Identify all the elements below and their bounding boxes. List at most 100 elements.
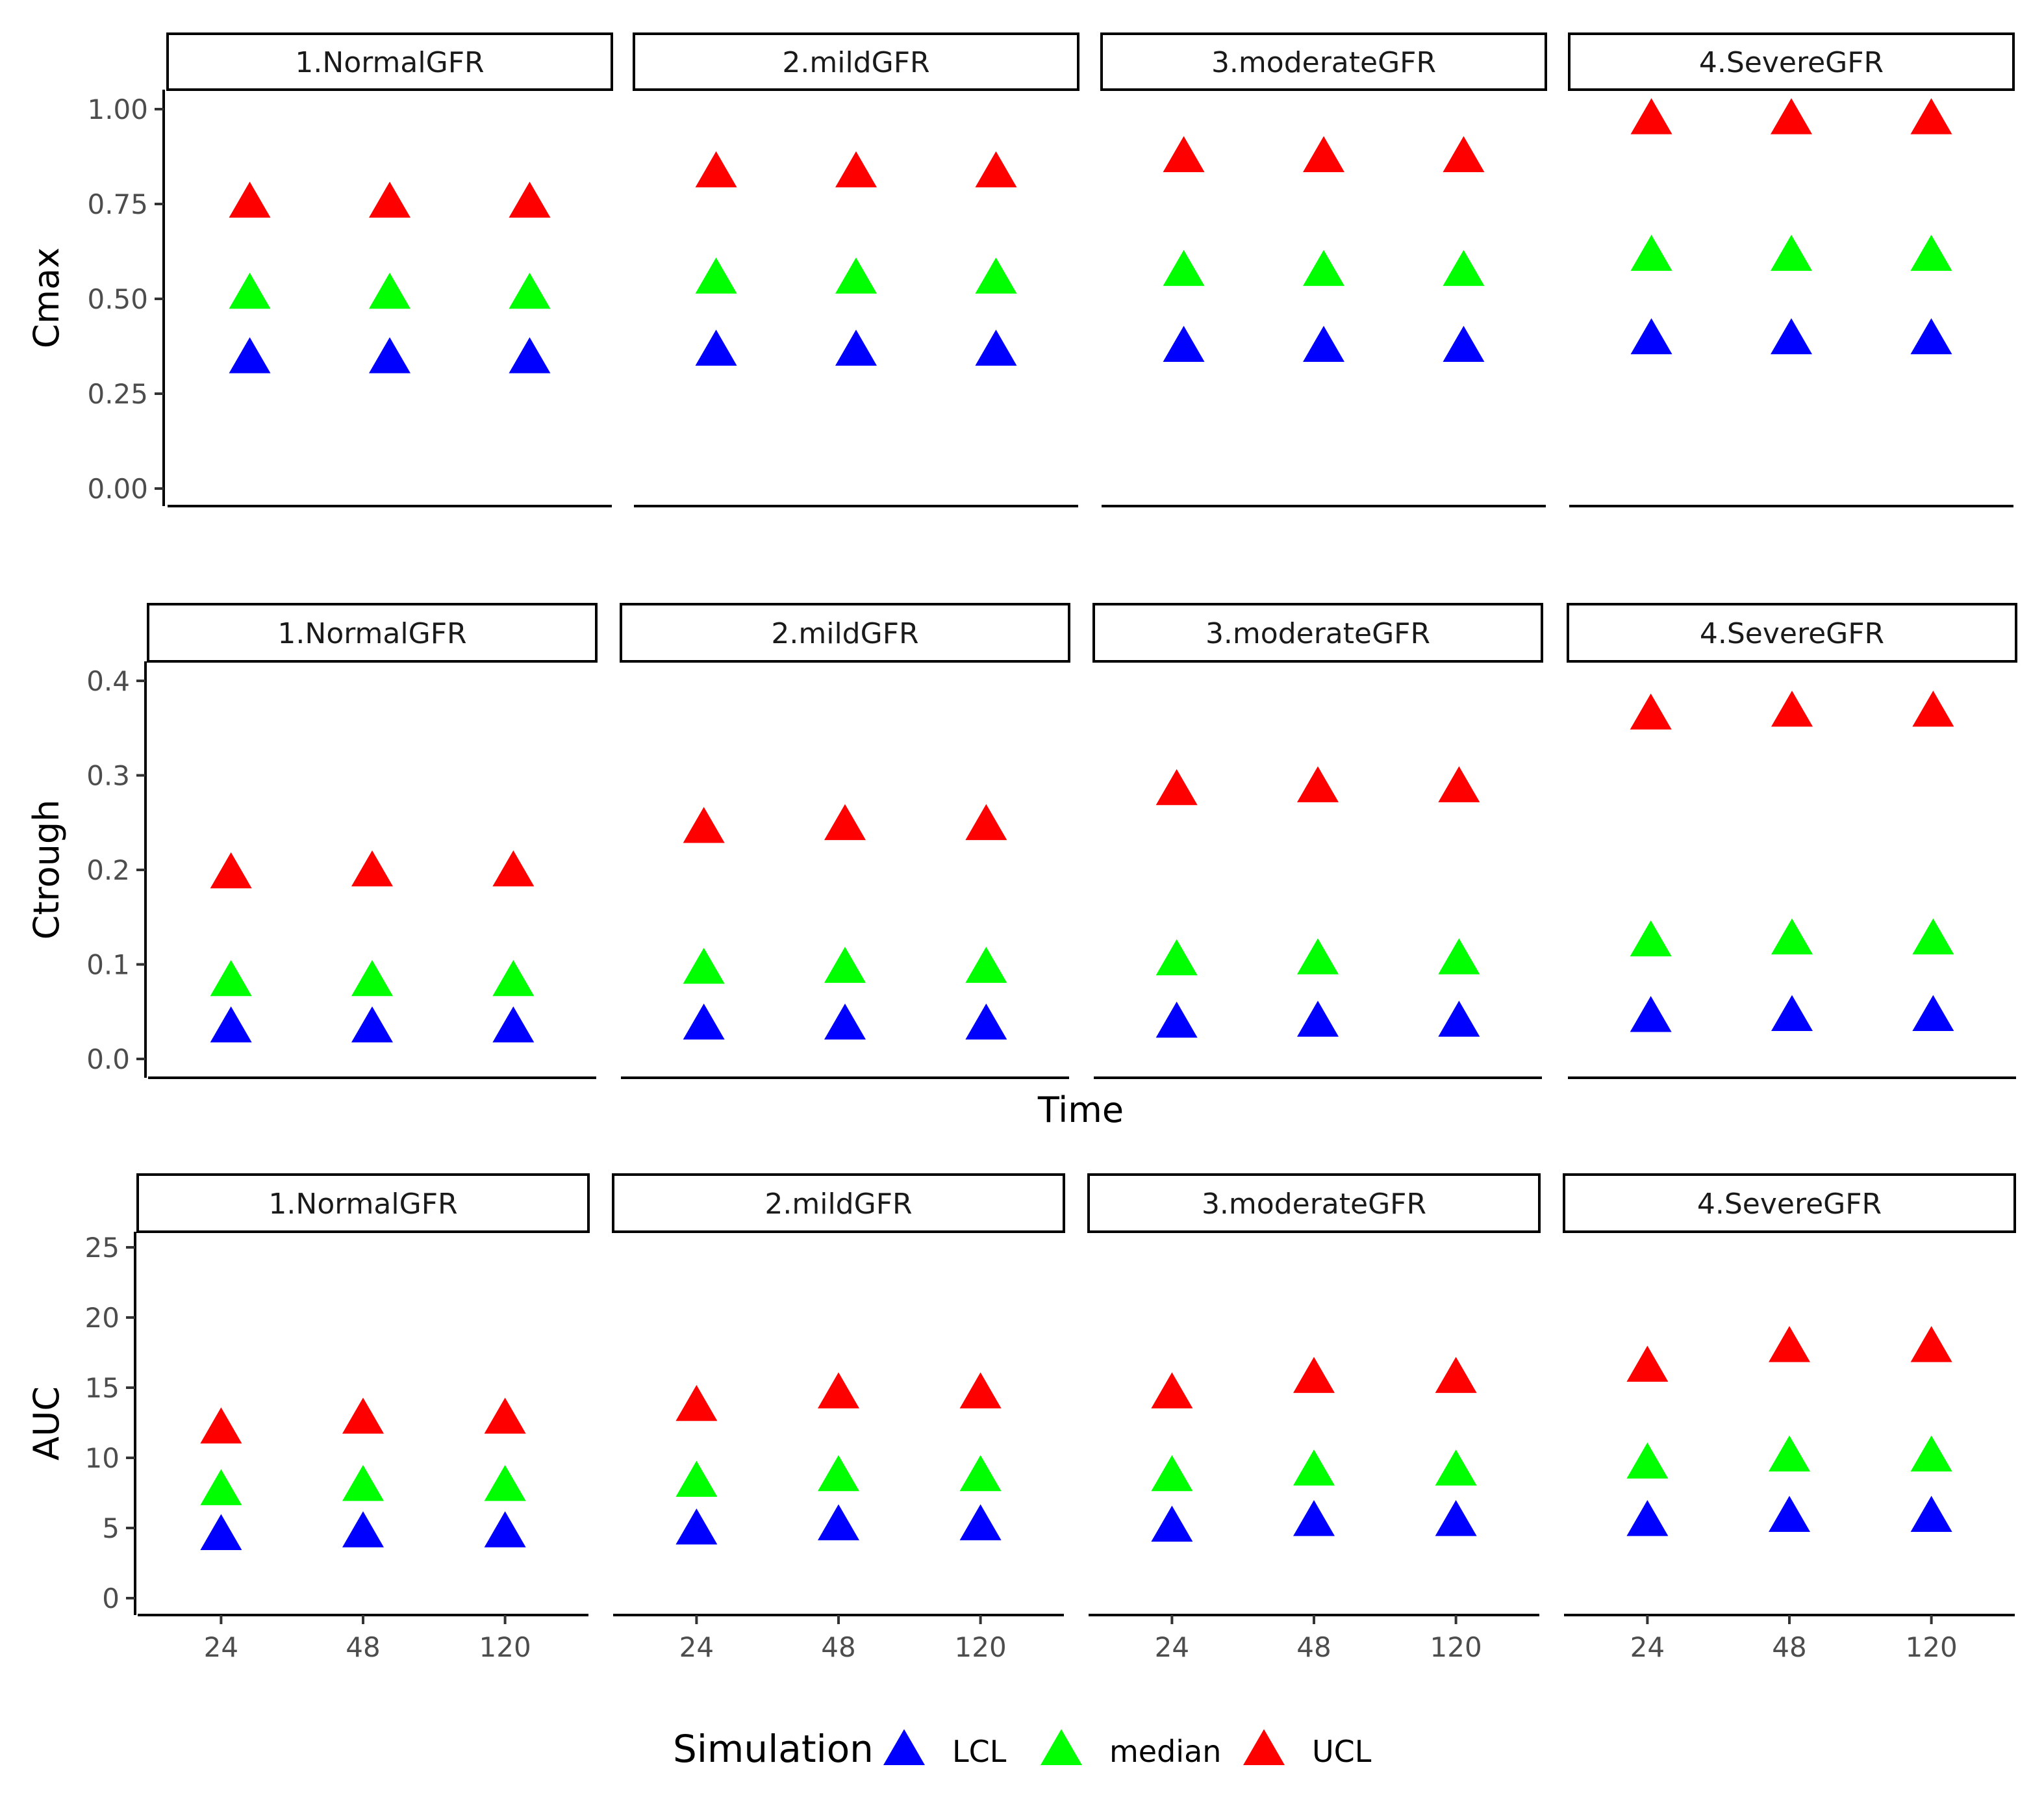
y-tick-label: 10	[85, 1442, 120, 1474]
facet-strip-label: 4.SevereGFR	[1700, 617, 1884, 650]
point-lcl	[835, 329, 877, 366]
point-ucl	[1630, 693, 1672, 730]
point-ucl	[1910, 1326, 1952, 1362]
y-axis-label-cmax: Cmax	[26, 248, 67, 348]
facet-strip-label: 2.mildGFR	[764, 1188, 912, 1221]
x-tick-label: 120	[479, 1631, 531, 1663]
point-lcl	[1443, 325, 1485, 362]
point-lcl	[959, 1504, 1002, 1540]
point-ucl	[1912, 691, 1954, 727]
point-lcl	[342, 1511, 384, 1547]
point-ucl	[1163, 136, 1205, 172]
point-lcl	[1151, 1505, 1193, 1542]
point-lcl	[369, 337, 410, 374]
point-lcl	[1771, 318, 1812, 355]
point-lcl	[1438, 1000, 1480, 1037]
point-lcl	[1910, 318, 1952, 355]
legend-label-ucl: UCL	[1312, 1734, 1372, 1769]
legend-title: Simulation	[673, 1727, 874, 1771]
facet-strip	[1568, 32, 2015, 91]
point-ucl	[342, 1397, 384, 1434]
point-lcl	[1630, 318, 1672, 355]
point-median	[1303, 249, 1344, 286]
point-median	[1910, 1435, 1952, 1472]
y-tick-label: 0.0	[86, 1043, 130, 1075]
point-median	[1155, 939, 1198, 976]
facet-strip	[633, 32, 1079, 91]
point-ucl	[965, 804, 1007, 841]
facet-strip	[136, 1173, 590, 1233]
y-axis-label-auc: AUC	[26, 1386, 67, 1460]
x-tick-label: 48	[346, 1631, 380, 1663]
legend-marker-median	[1041, 1729, 1082, 1766]
point-ucl	[1443, 136, 1485, 172]
point-median	[1443, 249, 1485, 286]
point-lcl	[1163, 325, 1205, 362]
y-tick-label: 0.4	[86, 665, 130, 697]
point-lcl	[1630, 996, 1672, 1032]
point-ucl	[959, 1372, 1002, 1408]
point-lcl	[484, 1511, 526, 1547]
point-lcl	[200, 1514, 242, 1551]
x-tick-label: 24	[1155, 1631, 1189, 1663]
y-tick-label: 15	[85, 1372, 120, 1404]
point-ucl	[1155, 769, 1198, 806]
facet-strip	[1563, 1173, 2016, 1233]
point-ucl	[818, 1372, 859, 1408]
x-tick-label: 120	[1906, 1631, 1958, 1663]
point-ucl	[229, 181, 271, 218]
point-ucl	[1293, 1356, 1335, 1394]
x-tick-label: 48	[821, 1631, 855, 1663]
point-median	[1910, 235, 1952, 271]
y-tick-label: 1.00	[87, 94, 148, 125]
facet-strip	[1100, 32, 1547, 91]
point-median	[675, 1460, 718, 1497]
point-median	[492, 960, 535, 997]
point-lcl	[1626, 1499, 1669, 1536]
facet-strip-label: 4.SevereGFR	[1697, 1188, 1882, 1221]
point-ucl	[1626, 1345, 1669, 1382]
point-ucl	[369, 181, 410, 218]
point-lcl	[683, 1003, 725, 1040]
facet-strip	[147, 603, 598, 663]
x-tick-label: 24	[204, 1631, 238, 1663]
point-median	[1771, 235, 1812, 271]
point-ucl	[200, 1407, 242, 1444]
point-median	[369, 272, 410, 309]
point-lcl	[695, 329, 737, 366]
facet-strip-label: 3.moderateGFR	[1205, 617, 1430, 650]
point-median	[1438, 938, 1480, 974]
y-tick-label: 20	[85, 1302, 120, 1334]
x-tick-label: 24	[1630, 1631, 1665, 1663]
point-median	[1297, 938, 1339, 974]
point-median	[683, 947, 725, 984]
legend-marker-lcl	[883, 1729, 925, 1766]
facet-strip-label: 1.NormalGFR	[268, 1188, 457, 1221]
point-lcl	[965, 1003, 1007, 1040]
point-median	[1151, 1455, 1193, 1492]
facet-strip	[620, 603, 1070, 663]
point-median	[509, 272, 551, 309]
point-lcl	[351, 1006, 393, 1043]
facet-strip-label: 1.NormalGFR	[295, 46, 484, 79]
facet-strip-label: 3.moderateGFR	[1211, 46, 1436, 79]
facet-strip	[612, 1173, 1065, 1233]
y-tick-label: 0.2	[86, 854, 130, 886]
legend-label-lcl: LCL	[952, 1734, 1007, 1769]
point-ucl	[1771, 98, 1812, 134]
point-median	[1163, 249, 1205, 286]
point-lcl	[1297, 1000, 1339, 1037]
point-ucl	[1910, 98, 1952, 134]
point-median	[484, 1464, 526, 1501]
point-median	[835, 257, 877, 294]
y-tick-label: 0.75	[87, 188, 148, 220]
point-median	[1912, 918, 1954, 955]
point-lcl	[1303, 325, 1344, 362]
point-lcl	[818, 1504, 859, 1540]
point-ucl	[210, 852, 252, 889]
x-axis-label: Time	[1037, 1089, 1124, 1130]
facet-strip	[1092, 603, 1543, 663]
point-ucl	[1769, 1326, 1810, 1362]
point-ucl	[1151, 1372, 1193, 1408]
